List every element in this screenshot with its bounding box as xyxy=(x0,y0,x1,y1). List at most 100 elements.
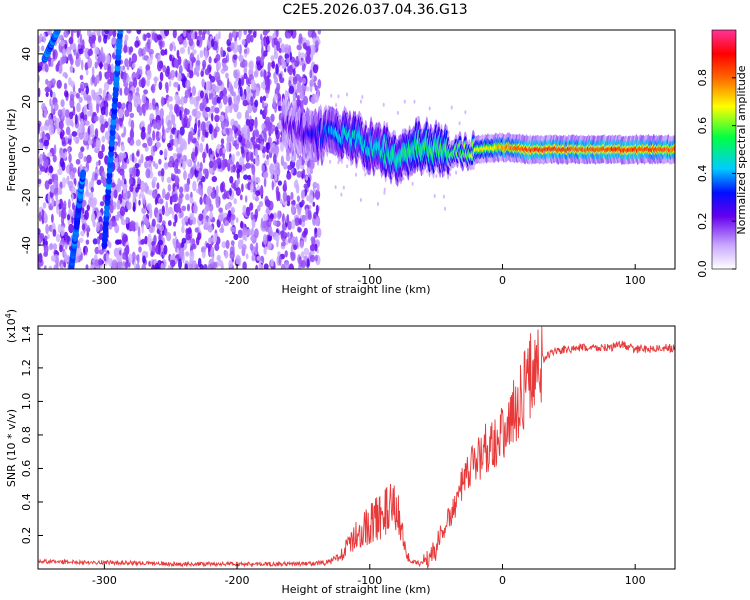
noise-speckle xyxy=(45,240,48,246)
noise-speckle xyxy=(41,208,45,220)
noise-speckle xyxy=(252,90,256,99)
noise-speckle xyxy=(104,95,109,102)
noise-speckle xyxy=(248,30,253,35)
noise-speckle xyxy=(230,206,236,215)
noise-speckle xyxy=(147,123,152,135)
noise-speckle xyxy=(251,135,256,146)
noise-speckle xyxy=(143,89,149,95)
noise-speckle xyxy=(166,191,171,199)
noise-speckle xyxy=(147,136,153,147)
noise-speckle xyxy=(223,189,227,199)
noise-speckle xyxy=(185,193,190,201)
noise-speckle xyxy=(290,244,294,253)
noise-speckle xyxy=(48,165,54,174)
noise-speckle xyxy=(200,246,206,253)
noise-speckle xyxy=(86,225,90,233)
noise-speckle xyxy=(85,264,89,269)
noise-speckle xyxy=(193,161,197,170)
noise-speckle xyxy=(133,77,138,88)
noise-speckle xyxy=(239,86,243,98)
noise-speckle xyxy=(215,71,221,83)
noise-speckle xyxy=(175,241,181,250)
noise-speckle xyxy=(42,151,45,162)
noise-speckle xyxy=(148,224,154,234)
noise-speckle xyxy=(267,241,272,251)
noise-speckle xyxy=(262,101,265,109)
snr-x-axis-label: Height of straight line (km) xyxy=(281,583,430,596)
noise-speckle xyxy=(299,52,306,59)
noise-speckle xyxy=(124,109,130,117)
noise-speckle xyxy=(88,37,94,44)
noise-speckle xyxy=(66,214,71,221)
noise-speckle xyxy=(243,30,248,36)
noise-speckle xyxy=(273,93,278,101)
noise-speckle xyxy=(213,100,218,106)
noise-speckle xyxy=(306,160,311,168)
noise-speckle xyxy=(288,75,295,81)
noise-speckle xyxy=(260,217,264,229)
noise-speckle xyxy=(60,263,64,269)
noise-speckle xyxy=(233,54,238,60)
noise-speckle xyxy=(51,213,54,223)
noise-speckle xyxy=(110,182,116,188)
noise-speckle xyxy=(169,54,173,62)
noise-speckle xyxy=(97,34,102,43)
noise-speckle xyxy=(148,102,153,111)
noise-speckle xyxy=(182,154,187,162)
noise-speckle xyxy=(273,153,277,165)
noise-speckle xyxy=(195,111,202,118)
noise-speckle xyxy=(69,162,74,173)
noise-speckle xyxy=(249,118,255,125)
noise-speckle xyxy=(219,227,225,233)
noise-speckle xyxy=(172,152,179,159)
noise-speckle xyxy=(65,126,71,136)
noise-speckle xyxy=(192,31,195,40)
noise-speckle xyxy=(270,55,275,62)
noise-speckle xyxy=(173,103,179,114)
noise-speckle xyxy=(296,94,300,102)
noise-speckle xyxy=(127,137,131,144)
noise-speckle xyxy=(84,209,89,221)
noise-speckle xyxy=(219,182,224,193)
noise-speckle xyxy=(116,199,121,210)
noise-speckle xyxy=(38,157,41,166)
noise-speckle xyxy=(75,92,80,99)
noise-speckle xyxy=(38,228,41,235)
noise-speckle xyxy=(222,65,229,72)
noise-speckle xyxy=(88,192,94,200)
noise-speckle xyxy=(90,186,94,193)
noise-speckle xyxy=(128,57,132,68)
noise-speckle xyxy=(68,153,72,163)
noise-speckle xyxy=(213,128,217,139)
noise-speckle xyxy=(131,62,136,69)
noise-speckle xyxy=(131,251,136,263)
noise-speckle xyxy=(202,158,206,163)
noise-speckle xyxy=(63,253,68,263)
noise-speckle xyxy=(315,204,319,215)
noise-speckle xyxy=(281,61,287,70)
noise-speckle xyxy=(111,36,117,45)
noise-speckle xyxy=(229,176,234,184)
noise-speckle xyxy=(228,96,232,106)
noise-speckle xyxy=(220,138,225,145)
noise-speckle xyxy=(173,81,179,88)
noise-speckle xyxy=(141,126,146,132)
noise-speckle xyxy=(245,195,248,203)
noise-speckle xyxy=(92,93,97,101)
noise-speckle xyxy=(64,242,67,250)
noise-speckle xyxy=(315,254,318,262)
noise-speckle xyxy=(208,165,214,175)
colorbar-ticks: 0.0 0.2 0.4 0.6 0.8 xyxy=(696,69,736,278)
noise-speckle xyxy=(221,159,226,171)
noise-speckle xyxy=(199,161,203,172)
noise-speckle xyxy=(310,96,316,104)
noise-speckle xyxy=(250,151,254,163)
noise-speckle xyxy=(199,142,204,153)
noise-speckle xyxy=(91,89,94,96)
noise-speckle xyxy=(201,78,205,88)
noise-speckle xyxy=(112,30,117,38)
noise-speckle xyxy=(312,201,316,207)
noise-speckle xyxy=(178,258,182,269)
noise-speckle xyxy=(135,263,140,269)
noise-speckle xyxy=(44,265,47,269)
